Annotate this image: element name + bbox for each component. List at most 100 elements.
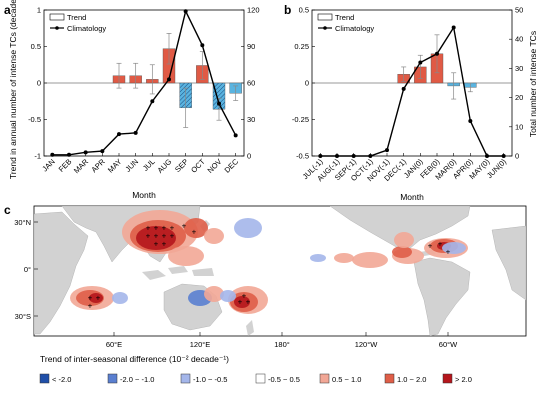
x-tick-label: FEB	[57, 157, 74, 174]
lon-tick-label: 120°E	[190, 340, 211, 349]
significance-plus: +	[88, 294, 93, 303]
x-tick-label: NOV	[206, 157, 224, 175]
colorbar-label: 0.5 ~ 1.0	[332, 375, 361, 384]
trend-patch	[352, 252, 388, 268]
x-tick-label: OCT	[189, 157, 207, 175]
trend-patch	[204, 286, 224, 302]
colorbar-label: < -2.0	[52, 375, 71, 384]
south-america-landmass	[413, 257, 471, 336]
lon-tick-label: 60°W	[439, 340, 458, 349]
colorbar-label: > 2.0	[455, 375, 472, 384]
x-tick-label: AUG	[156, 157, 174, 175]
x-tick-label: JUL	[141, 157, 157, 173]
colorbar-label: 1.0 ~ 2.0	[397, 375, 426, 384]
trend-patch	[392, 246, 412, 258]
climatology-point	[368, 154, 373, 158]
significance-plus: +	[170, 224, 175, 233]
climatology-point	[401, 86, 406, 91]
significance-plus: +	[242, 292, 247, 301]
x-tick-label: APR	[89, 157, 107, 175]
trend-patch	[394, 232, 414, 248]
climatology-point	[318, 154, 323, 158]
y-right-tick-label: 40	[515, 35, 523, 44]
significance-plus: +	[446, 248, 451, 257]
lat-tick-label: 30°S	[15, 312, 31, 321]
climatology-point	[67, 152, 71, 157]
significance-plus: +	[428, 242, 433, 251]
legend-trend-swatch	[49, 13, 65, 21]
climatology-line	[320, 25, 504, 157]
colorbar-swatch	[39, 373, 50, 384]
significance-plus: +	[192, 228, 197, 237]
panel-b-letter: b	[284, 3, 291, 17]
lat-tick-label: 0°	[24, 265, 31, 274]
y-left-tick-label: -0.25	[292, 115, 309, 124]
colorbar-label: -0.5 ~ 0.5	[268, 375, 300, 384]
trend-patch	[234, 296, 250, 308]
legend-trend-label: Trend	[67, 13, 86, 22]
trend-patch	[220, 290, 236, 302]
legend-trend-swatch	[317, 13, 333, 21]
climatology-point	[335, 154, 339, 158]
y-right-tick-label: 90	[247, 42, 255, 51]
panel-b-chart: Trend Climatology Month Total number of …	[292, 6, 538, 203]
significance-plus: +	[162, 224, 167, 233]
legend-climatology-marker	[55, 26, 59, 30]
climatology-point	[233, 133, 238, 138]
climatology-point	[183, 9, 188, 14]
trend-patches	[70, 210, 468, 314]
panel-b-xlabel: Month	[400, 192, 424, 202]
climatology-point	[351, 154, 356, 158]
trend-patch	[168, 246, 204, 266]
lat-tick-label: 30°N	[14, 218, 31, 227]
x-tick-label: MAR	[72, 157, 91, 176]
colorbar-title: Trend of inter-seasonal difference (10⁻²…	[40, 354, 229, 364]
significance-plus: +	[162, 232, 167, 241]
trend-bar-hatch	[213, 83, 225, 110]
significance-plus: +	[162, 240, 167, 249]
y-right-tick-label: 0	[247, 152, 251, 161]
panel-c-letter: c	[4, 203, 11, 217]
panel-a-xlabel: Month	[132, 190, 156, 200]
x-tick-label: MAY	[106, 157, 123, 174]
lon-tick-label: 60°E	[106, 340, 122, 349]
significance-plus: +	[170, 232, 175, 241]
trend-patch	[136, 226, 176, 250]
colorbar-swatch	[255, 373, 266, 384]
africa-landmass	[34, 211, 89, 335]
legend-climatology-label: Climatology	[67, 24, 106, 33]
trend-patch	[442, 242, 466, 254]
y-right-tick-label: 60	[247, 79, 255, 88]
panel-a-letter: a	[4, 3, 11, 17]
legend-climatology-label: Climatology	[335, 24, 374, 33]
significance-plus: +	[154, 240, 159, 249]
legend-climatology-marker	[323, 26, 327, 30]
west-africa-landmass	[491, 225, 526, 301]
climatology-point	[217, 101, 221, 106]
significance-plus: +	[96, 294, 101, 303]
y-right-tick-label: 10	[515, 122, 523, 131]
significance-plus: +	[146, 232, 151, 241]
colorbar-swatch	[319, 373, 330, 384]
climatology-point	[50, 152, 55, 157]
panel-a-legend: Trend Climatology	[49, 13, 106, 33]
climatology-point	[385, 148, 389, 153]
y-left-tick-label: 0.5	[31, 42, 41, 51]
y-left-tick-label: -0.5	[28, 115, 41, 124]
map-axes: 30°N 0° 30°S 60°E 120°E 180° 120°W 60°W	[14, 218, 458, 349]
trend-patch	[234, 218, 262, 238]
significance-plus: +	[88, 302, 93, 311]
panel-c-map: + + + ++ + + ++ ++++ ++ + +++ ++ 30°N0°30°S60°E 120°…	[14, 205, 527, 349]
lon-tick-label: 180°	[274, 340, 290, 349]
climatology-point	[100, 149, 105, 154]
colorbar-label: -2.0 ~ -1.0	[120, 375, 154, 384]
y-right-tick-label: 30	[515, 64, 523, 73]
climatology-point	[435, 51, 439, 56]
north-america-landmass	[329, 206, 471, 251]
colorbar-swatch	[442, 373, 453, 384]
climatology-point	[451, 25, 456, 30]
significance-plus: +	[438, 240, 443, 249]
y-left-tick-label: 0	[37, 79, 41, 88]
colorbar-swatch	[107, 373, 118, 384]
